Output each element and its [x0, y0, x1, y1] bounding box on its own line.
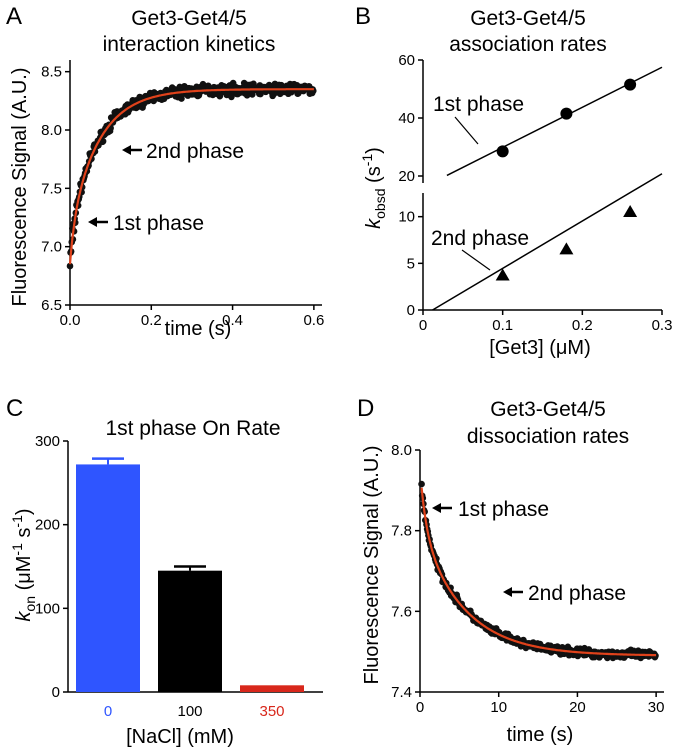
panel-d-ylabel: Fluorescence Signal (A.U.)	[361, 446, 383, 685]
panel-d-fit-curve	[420, 487, 657, 657]
panel-b-plot-area: 20 40 60 1st phase 0 5 10 0 0.1 0.2 0.3 2nd phase	[398, 52, 672, 334]
panel-a-data-point	[99, 137, 107, 145]
panel-d-annotation-1st-phase: 1st phase	[458, 498, 549, 521]
panel-c-ytick-label: 200	[35, 517, 60, 534]
panel-b-2nd-phase-point	[495, 268, 510, 281]
panel-d-ytick-label: 7.4	[391, 684, 412, 701]
panel-c-category-label: 100	[177, 703, 202, 720]
panel-d-ytick-label: 8.0	[391, 442, 412, 459]
panel-b-1st-phase-point	[560, 107, 573, 120]
panel-b-annotation-2nd-phase: 2nd phase	[431, 227, 529, 250]
panel-a-ylabel: Fluorescence Signal (A.U.)	[9, 68, 31, 307]
panel-d-title-line1: Get3-Get4/5	[490, 398, 606, 421]
panel-b-xtick-label: 0.2	[572, 317, 593, 334]
panel-d-xtick-label: 30	[648, 699, 665, 716]
panel-a-xlabel: time (s)	[165, 318, 232, 340]
panel-d-arrow-2nd-head	[503, 587, 512, 597]
panel-c-ytick-label: 100	[35, 600, 60, 617]
panel-c-plot-area: 0 100 200 300 0 100 350	[35, 433, 323, 720]
panel-a-data-point	[249, 91, 256, 98]
panel-d-xtick-label: 20	[569, 699, 586, 716]
panel-a-data-series	[66, 79, 317, 270]
panel-a-xtick-label: 0.6	[303, 312, 324, 329]
panel-b-upper-ytick-label: 20	[398, 168, 415, 185]
panel-b-annotation-1st-phase: 1st phase	[433, 93, 524, 116]
panel-b-title-line2: association rates	[449, 33, 607, 56]
panel-c: 1st phase On Rate 0 100 200 300 0 100 350 [NaC…	[9, 417, 323, 748]
panel-c-ylabel: kon (μM-1 s-1)	[9, 508, 38, 621]
panel-b-lower-fit-line	[432, 173, 663, 311]
panel-c-ytick-label: 300	[35, 433, 60, 450]
panel-b-ylabel: kobsd (s-1)	[359, 147, 388, 229]
panel-b-2nd-phase-leader	[461, 249, 491, 271]
panel-d-data-point	[418, 480, 425, 488]
panel-b-1st-phase-leader	[454, 116, 479, 145]
panel-d-title-line2: dissociation rates	[467, 425, 629, 448]
panel-c-xlabel: [NaCl] (mM)	[126, 726, 234, 748]
panel-a-ytick-label: 6.5	[41, 297, 62, 314]
panel-d-ytick-label: 7.8	[391, 523, 412, 540]
panel-d-xlabel: time (s)	[507, 724, 574, 746]
panel-a-fit-curve	[68, 88, 314, 265]
panel-a-annotation-1st-phase: 1st phase	[113, 212, 204, 235]
panel-b-title-line1: Get3-Get4/5	[470, 7, 586, 30]
panel-b-1st-phase-point	[624, 78, 637, 91]
panel-c-category-label: 350	[259, 703, 284, 720]
panel-b-xtick-label: 0.3	[652, 317, 673, 334]
panel-a-annotation-2nd-phase: 2nd phase	[146, 140, 244, 163]
panel-a-ytick-label: 8.0	[41, 122, 62, 139]
panel-a-arrow-1st-head	[88, 217, 97, 227]
panel-a-plot-area: 6.5 7.0 7.5 8.0 8.5 0.0 0.2 0.4 0.6	[41, 60, 324, 329]
panel-d-arrow-1st-head	[432, 503, 441, 513]
panel-a-ytick-label: 8.5	[41, 64, 62, 81]
panel-c-title: 1st phase On Rate	[105, 417, 280, 440]
panel-d-annotation-2nd-phase: 2nd phase	[528, 582, 626, 605]
panel-d-ytick-label: 7.6	[391, 603, 412, 620]
panel-a-ytick-label: 7.5	[41, 180, 62, 197]
panel-a-ytick-label: 7.0	[41, 239, 62, 256]
panel-b-xtick-label: 0.1	[492, 317, 513, 334]
panel-a-title-line2: interaction kinetics	[103, 33, 276, 56]
panel-a-xtick-label: 0.0	[60, 312, 81, 329]
panel-d: Get3-Get4/5 dissociation rates 7.4 7.6 7.8…	[361, 398, 664, 746]
panel-b-upper-ytick-label: 60	[398, 52, 415, 69]
panel-c-ytick-label: 0	[52, 684, 60, 701]
panel-c-category-label: 0	[104, 703, 112, 720]
panel-d-annotations: 1st phase 2nd phase	[432, 498, 626, 605]
panel-d-plot-area: 7.4 7.6 7.8 8.0 0 10 20 30	[391, 442, 664, 716]
panel-a-arrow-2nd-head	[122, 145, 131, 155]
panel-b: Get3-Get4/5 association rates 20 40 60 1st …	[359, 7, 672, 359]
panel-letter-a: A	[6, 3, 22, 30]
panel-a-title-line1: Get3-Get4/5	[131, 7, 247, 30]
panel-a-annotations: 2nd phase 1st phase	[88, 140, 244, 235]
panel-b-upper-ytick-label: 40	[398, 110, 415, 127]
panel-a: Get3-Get4/5 interaction kinetics 6.5 7.0 7…	[9, 7, 324, 340]
panel-letter-d: D	[357, 395, 374, 422]
panel-b-lower-ytick-label: 10	[398, 209, 415, 226]
panel-b-lower-ytick-label: 0	[407, 302, 415, 319]
panel-c-bar-0	[76, 464, 140, 692]
panel-c-bar-100	[158, 570, 222, 692]
panel-b-lower-ytick-label: 5	[407, 255, 415, 272]
panel-d-xtick-label: 10	[490, 699, 507, 716]
panel-b-xtick-label: 0	[419, 317, 427, 334]
panel-b-xlabel: [Get3] (μM)	[489, 337, 591, 359]
panel-d-xtick-label: 0	[416, 699, 424, 716]
panel-b-2nd-phase-point	[559, 242, 574, 255]
panel-letter-c: C	[6, 395, 23, 422]
panel-a-xtick-label: 0.2	[141, 312, 162, 329]
panel-a-xtick-label: 0.4	[222, 312, 243, 329]
panel-b-1st-phase-point	[496, 145, 509, 158]
panel-b-2nd-phase-point	[623, 205, 638, 217]
panel-c-bar-350	[240, 685, 304, 692]
panel-a-data-point	[66, 262, 74, 270]
panel-letter-b: B	[355, 3, 371, 30]
